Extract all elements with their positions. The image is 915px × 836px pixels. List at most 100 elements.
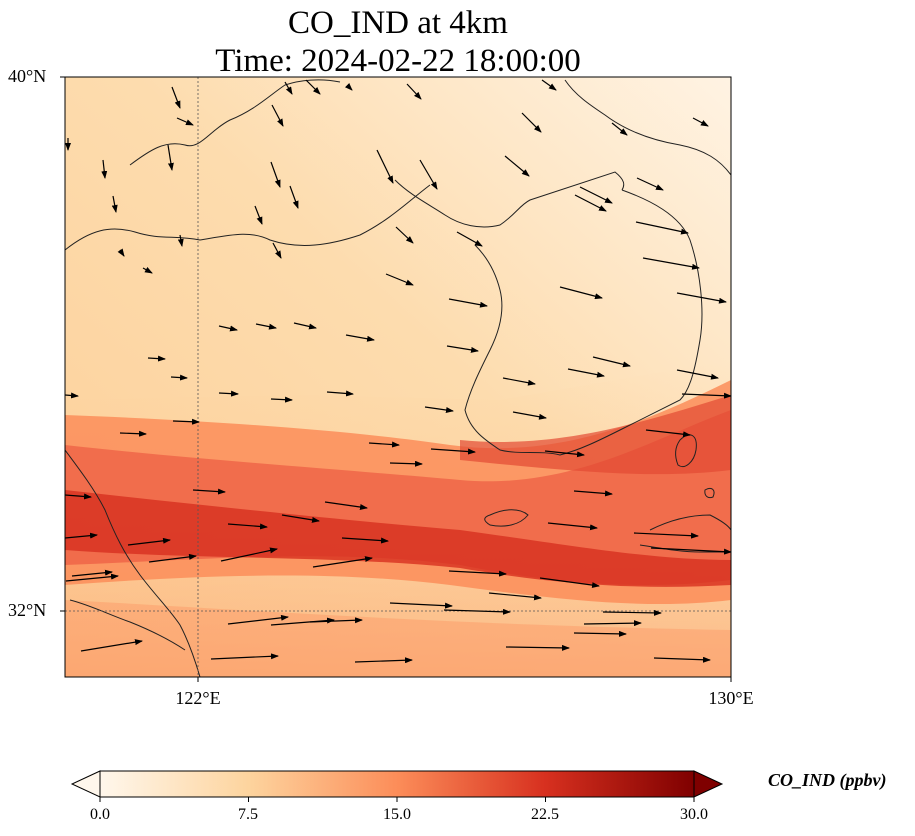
wind-arrow bbox=[395, 226, 414, 244]
wind-arrow bbox=[71, 569, 113, 577]
wind-arrow bbox=[172, 418, 200, 425]
wind-arrow bbox=[127, 537, 171, 546]
wind-arrow bbox=[579, 186, 613, 204]
colorbar-extend-low bbox=[70, 770, 101, 798]
wind-arrow bbox=[653, 656, 711, 663]
wind-arrow bbox=[270, 617, 335, 626]
wind-arrow bbox=[65, 493, 92, 500]
wind-arrow bbox=[176, 117, 194, 126]
wind-arrow bbox=[573, 490, 613, 497]
wind-arrow bbox=[488, 592, 542, 601]
wind-arrow bbox=[270, 161, 281, 188]
coastlines bbox=[65, 79, 731, 677]
wind-arrow bbox=[512, 411, 547, 420]
wind-arrow bbox=[177, 234, 184, 247]
wind-arrow bbox=[345, 334, 375, 342]
wind-arrow bbox=[171, 86, 181, 109]
wind-arrow bbox=[406, 83, 422, 100]
wind-arrow bbox=[430, 448, 476, 455]
wind-arrow bbox=[289, 185, 299, 209]
wind-arrow bbox=[210, 653, 279, 660]
wind-arrow bbox=[650, 547, 731, 555]
wind-arrow bbox=[148, 553, 197, 563]
axis-ticks bbox=[60, 76, 732, 682]
wind-arrow bbox=[645, 429, 691, 438]
wind-arrow bbox=[65, 532, 98, 539]
colorbar-gradient bbox=[100, 771, 694, 797]
wind-arrow bbox=[305, 79, 321, 95]
wind-arrow bbox=[567, 368, 605, 378]
colorbar-tick-7-5: 7.5 bbox=[238, 806, 258, 823]
wind-arrow bbox=[547, 522, 598, 531]
wind-arrow bbox=[592, 356, 631, 368]
wind-arrow bbox=[227, 614, 289, 625]
wind-arrow bbox=[419, 159, 438, 190]
wind-arrow bbox=[642, 257, 700, 270]
wind-arrow bbox=[218, 325, 238, 332]
wind-arrow bbox=[541, 79, 557, 91]
wind-arrow bbox=[376, 149, 394, 184]
wind-arrow bbox=[448, 570, 507, 577]
wind-arrow bbox=[119, 430, 147, 437]
colorbar-tick-30: 30.0 bbox=[680, 806, 708, 823]
wind-arrow bbox=[681, 392, 731, 399]
wind-arrow bbox=[424, 406, 454, 413]
wind-arrow bbox=[611, 122, 628, 136]
wind-arrow bbox=[636, 177, 664, 191]
wind-arrow bbox=[389, 460, 423, 467]
wind-arrow bbox=[633, 532, 699, 539]
wind-arrow bbox=[271, 104, 284, 127]
wind-arrow bbox=[389, 602, 453, 609]
wind-arrow bbox=[309, 617, 363, 624]
wind-vectors bbox=[65, 79, 731, 664]
concentration-field bbox=[65, 77, 731, 677]
colorbar-extend-high bbox=[693, 770, 724, 798]
map-time: Time: 2024-02-22 18:00:00 bbox=[215, 43, 581, 79]
wind-arrow bbox=[284, 81, 293, 95]
colorbar bbox=[70, 770, 724, 802]
wind-arrow bbox=[218, 390, 239, 397]
wind-arrow bbox=[117, 248, 125, 257]
wind-arrow bbox=[142, 266, 153, 274]
wind-arrow bbox=[255, 323, 277, 330]
wind-arrow bbox=[147, 355, 166, 362]
wind-arrow bbox=[602, 609, 662, 616]
wind-arrow bbox=[326, 390, 354, 397]
wind-arrow bbox=[583, 620, 642, 627]
wind-arrow bbox=[65, 392, 79, 399]
wind-arrow bbox=[573, 630, 627, 637]
wind-arrow bbox=[341, 537, 389, 544]
wind-arrow bbox=[544, 450, 585, 458]
wind-arrow bbox=[676, 369, 719, 380]
wind-arrow bbox=[324, 501, 368, 510]
wind-arrow bbox=[101, 159, 108, 179]
map-title: CO_IND at 4km bbox=[288, 5, 508, 41]
wind-arrow bbox=[574, 194, 607, 212]
wind-arrow bbox=[111, 195, 118, 213]
wind-arrow bbox=[270, 396, 293, 403]
wind-arrow bbox=[504, 155, 530, 177]
wind-arrow bbox=[521, 112, 542, 133]
wind-arrow bbox=[443, 608, 511, 615]
graticule bbox=[65, 77, 731, 677]
wind-arrow bbox=[192, 488, 226, 495]
map-frame bbox=[64, 76, 732, 678]
colorbar-tick-15: 15.0 bbox=[383, 806, 411, 823]
wind-arrow bbox=[505, 644, 570, 651]
wind-arrow bbox=[344, 82, 353, 91]
wind-arrow bbox=[254, 205, 263, 225]
wind-arrow bbox=[448, 298, 488, 308]
wind-arrow bbox=[281, 514, 320, 523]
lat-label-40n: 40°N bbox=[8, 66, 47, 86]
wind-arrow bbox=[456, 231, 483, 247]
colorbar-tick-0: 0.0 bbox=[90, 806, 110, 823]
wind-arrow bbox=[80, 639, 143, 652]
wind-arrow bbox=[502, 377, 536, 386]
wind-arrow bbox=[676, 292, 727, 304]
wind-arrow bbox=[446, 345, 479, 353]
wind-arrow bbox=[368, 441, 400, 448]
colorbar-label: CO_IND (ppbv) bbox=[768, 770, 887, 790]
wind-arrow bbox=[559, 286, 603, 300]
wind-arrow bbox=[167, 144, 174, 171]
